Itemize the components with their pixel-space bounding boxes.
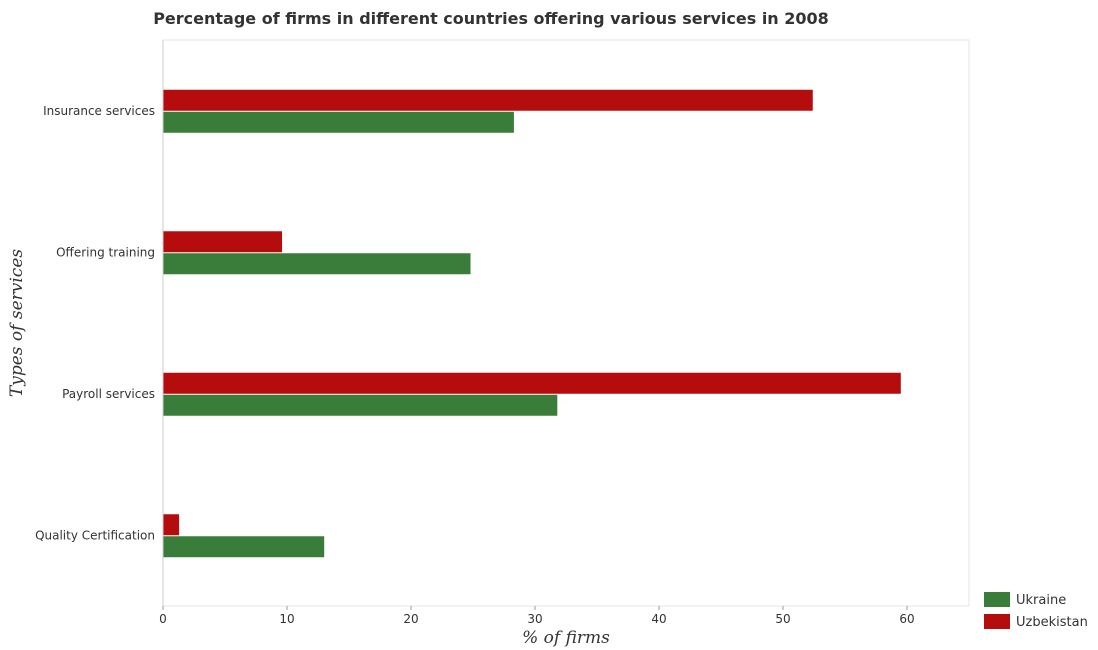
x-tick-label: 40 bbox=[651, 612, 666, 626]
x-tick-label: 60 bbox=[899, 612, 914, 626]
x-axis-label: % of firms bbox=[522, 628, 610, 648]
x-tick-label: 10 bbox=[279, 612, 294, 626]
bar-ukraine-insurance-services bbox=[163, 111, 514, 133]
y-axis-label: Types of services bbox=[7, 249, 27, 397]
bar-uzbekistan-quality-certification bbox=[163, 514, 180, 536]
bars bbox=[163, 89, 901, 558]
x-tick-label: 30 bbox=[527, 612, 542, 626]
chart-title: Percentage of firms in different countri… bbox=[153, 9, 829, 28]
x-tick-label: 0 bbox=[159, 612, 167, 626]
legend-label-uzbekistan: Uzbekistan bbox=[1016, 615, 1088, 630]
y-tick-label: Offering training bbox=[56, 245, 155, 259]
y-tick-label: Quality Certification bbox=[35, 528, 155, 542]
legend-swatch-uzbekistan bbox=[984, 614, 1010, 629]
legend: Ukraine Uzbekistan bbox=[984, 592, 1088, 630]
x-tick-label: 20 bbox=[403, 612, 418, 626]
bar-uzbekistan-payroll-services bbox=[163, 372, 901, 394]
y-tick-label: Payroll services bbox=[62, 387, 155, 401]
bar-uzbekistan-offering-training bbox=[163, 231, 283, 253]
legend-label-ukraine: Ukraine bbox=[1016, 593, 1066, 608]
bar-ukraine-payroll-services bbox=[163, 394, 558, 416]
x-tick-label: 50 bbox=[775, 612, 790, 626]
plot-area bbox=[162, 39, 970, 607]
x-tick-labels: 0 10 20 30 40 50 60 bbox=[159, 606, 915, 626]
bar-ukraine-offering-training bbox=[163, 253, 471, 275]
bar-uzbekistan-insurance-services bbox=[163, 89, 813, 111]
y-tick-label: Insurance services bbox=[43, 104, 155, 118]
bar-ukraine-quality-certification bbox=[163, 536, 325, 558]
y-tick-labels: Insurance services Offering training Payro… bbox=[35, 104, 155, 543]
legend-swatch-ukraine bbox=[984, 592, 1010, 607]
